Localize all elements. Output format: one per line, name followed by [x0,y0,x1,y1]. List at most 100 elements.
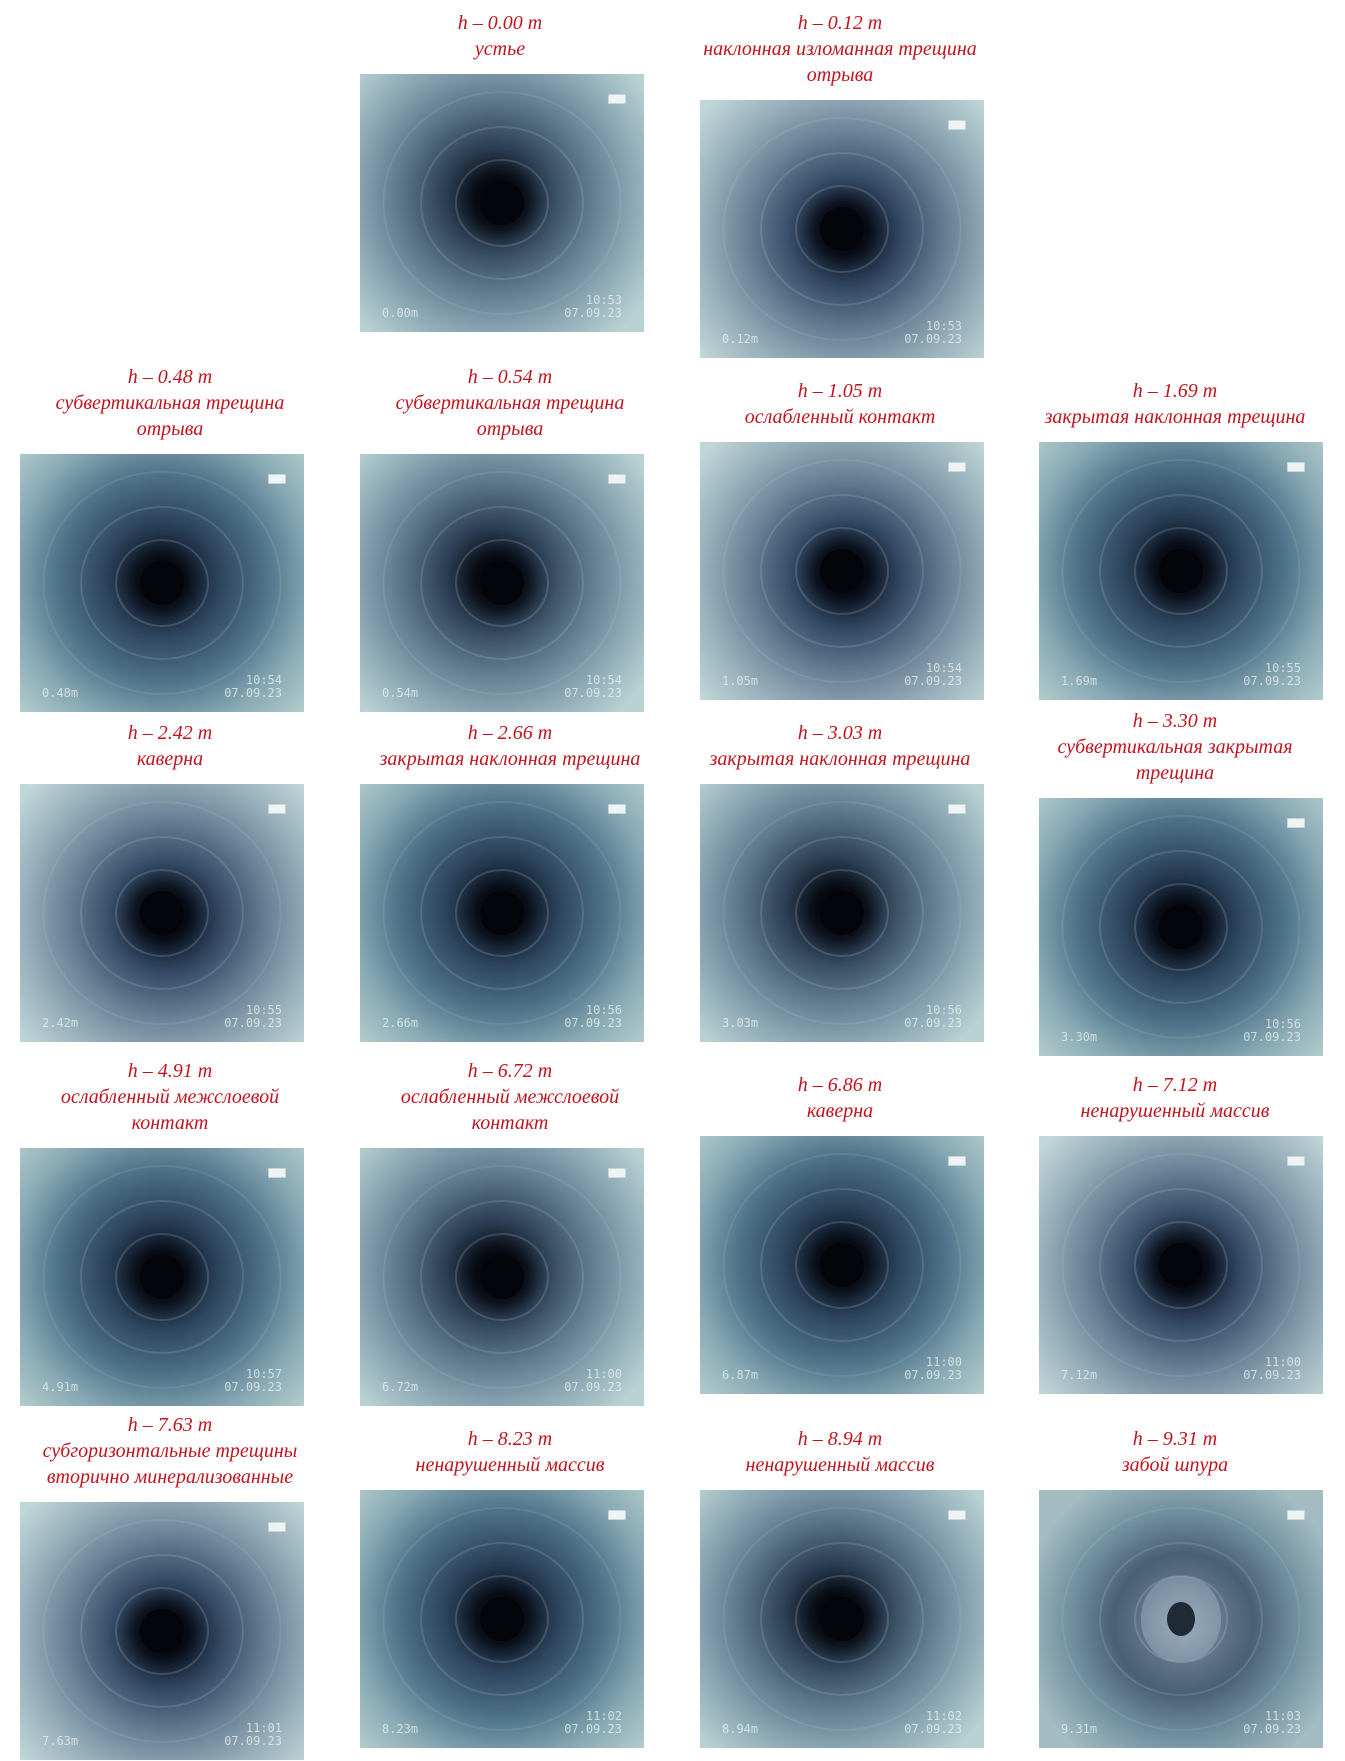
borehole-camera-image: 0.48m 10:54 07.09.23 [20,454,304,712]
borehole-cavity [1159,549,1203,593]
borehole-camera-image: 0.12m 10:53 07.09.23 [700,100,984,358]
description-label: ослабленный межслоевой [400,1086,620,1108]
osd-depth-readout: 2.66m [382,1016,419,1030]
borehole-camera-image: 7.12m 11:00 07.09.23 [1039,1136,1323,1394]
battery-icon [1287,462,1305,472]
description-label: наклонная изломанная трещина [703,38,977,60]
borehole-wall-ring [722,1153,962,1377]
description-label: устье [474,38,526,60]
borehole-cavity [480,891,524,935]
osd-date-readout: 07.09.23 [564,1722,622,1736]
osd-time-readout: 10:54 [245,673,282,687]
depth-label: h – 3.30 m [1132,710,1218,732]
borehole-wall-ring [42,801,282,1025]
borehole-photo-panel: h – 2.42 m каверна 2.42m 10:55 07.09.23 [0,712,340,1052]
osd-date-readout: 07.09.23 [564,306,622,320]
borehole-photo-panel: h – 9.31 m забой шпура 9.31m 11:03 07.09.23 [1005,1418,1345,1758]
osd-depth-readout: 9.31m [1061,1722,1098,1736]
borehole-wall-ring [1061,459,1301,683]
borehole-wall-ring [382,471,622,695]
description-label: ненарушенный массив [415,1454,605,1476]
borehole-cavity [1159,1243,1203,1287]
borehole-photo-panel: h – 7.12 m ненарушенный массив 7.12m 11:00 0… [1005,1064,1345,1404]
osd-depth-readout: 7.12m [1061,1368,1098,1382]
osd-date-readout: 07.09.23 [564,1380,622,1394]
borehole-wall-ring [722,1507,962,1731]
osd-depth-readout: 7.63m [42,1734,79,1748]
depth-label: h – 8.94 m [797,1428,883,1450]
osd-date-readout: 07.09.23 [1243,1722,1301,1736]
borehole-photo-panel: h – 8.94 m ненарушенный массив 8.94m 11:02 0… [670,1418,1010,1758]
depth-label: h – 7.63 m [127,1414,213,1436]
borehole-wall-ring [1061,1507,1301,1731]
osd-depth-readout: 6.72m [382,1380,419,1394]
osd-time-readout: 10:56 [585,1003,622,1017]
osd-date-readout: 07.09.23 [1243,1368,1301,1382]
borehole-cavity [480,561,524,605]
depth-label: h – 1.05 m [797,380,883,402]
battery-icon [1287,1156,1305,1166]
osd-depth-readout: 1.05m [722,674,759,688]
osd-time-readout: 10:55 [1264,661,1301,675]
osd-time-readout: 10:53 [585,293,622,307]
description-label: субгоризонтальные трещины [42,1440,298,1462]
borehole-wall-ring [382,91,622,315]
depth-label: h – 6.72 m [467,1060,553,1082]
battery-icon [608,474,626,484]
borehole-cavity [820,549,864,593]
borehole-camera-image: 0.54m 10:54 07.09.23 [360,454,644,712]
borehole-photo-panel: h – 0.54 m субвертикальная трещина отрыва 0… [340,356,680,712]
osd-date-readout: 07.09.23 [904,1016,962,1030]
borehole-cavity [140,1609,184,1653]
borehole-photo-panel: h – 3.30 m субвертикальная закрытая трещин… [1005,700,1345,1056]
osd-date-readout: 07.09.23 [904,1368,962,1382]
borehole-wall-ring [42,1165,282,1389]
depth-label: h – 0.54 m [467,366,553,388]
osd-date-readout: 07.09.23 [564,686,622,700]
osd-time-readout: 11:00 [925,1355,962,1369]
description-label: трещина [1135,762,1215,784]
borehole-photo-panel: h – 3.03 m закрытая наклонная трещина 3.03… [670,712,1010,1052]
osd-time-readout: 10:53 [925,319,962,333]
description-label: контакт [471,1112,549,1134]
borehole-wall-ring [42,1519,282,1743]
borehole-cavity [820,1243,864,1287]
borehole-wall-ring [382,1507,622,1731]
borehole-wall-ring [1061,815,1301,1039]
borehole-wall-ring [722,459,962,683]
borehole-camera-image: 2.66m 10:56 07.09.23 [360,784,644,1042]
borehole-wall-ring [722,801,962,1025]
borehole-cavity [1167,1602,1195,1636]
osd-depth-readout: 6.87m [722,1368,759,1382]
osd-depth-readout: 4.91m [42,1380,79,1394]
borehole-wall-ring [1061,1153,1301,1377]
borehole-photo-panel: h – 1.69 m закрытая наклонная трещина 1.69… [1005,370,1345,710]
osd-depth-readout: 2.42m [42,1016,79,1030]
depth-label: h – 7.12 m [1132,1074,1218,1096]
battery-icon [1287,1510,1305,1520]
description-label: закрытая наклонная трещина [709,748,971,770]
osd-date-readout: 07.09.23 [904,332,962,346]
borehole-camera-image: 0.00m 10:53 07.09.23 [360,74,644,332]
osd-depth-readout: 0.12m [722,332,759,346]
borehole-camera-image: 4.91m 10:57 07.09.23 [20,1148,304,1406]
osd-date-readout: 07.09.23 [1243,1030,1301,1044]
borehole-photo-panel: h – 4.91 m ослабленный межслоевой контакт 4… [0,1050,340,1406]
borehole-photo-panel: h – 2.66 m закрытая наклонная трещина 2.66… [340,712,680,1052]
description-label: ненарушенный массив [745,1454,935,1476]
depth-label: h – 3.03 m [797,722,883,744]
battery-icon [268,1522,286,1532]
battery-icon [608,804,626,814]
osd-depth-readout: 0.54m [382,686,419,700]
osd-date-readout: 07.09.23 [224,1380,282,1394]
borehole-camera-image: 7.63m 11:01 07.09.23 [20,1502,304,1760]
osd-time-readout: 11:00 [1264,1355,1301,1369]
borehole-cavity [140,891,184,935]
borehole-cavity [480,181,524,225]
battery-icon [608,94,626,104]
borehole-photo-panel: h – 0.12 m наклонная изломанная трещина от… [670,2,1010,358]
borehole-photo-panel: h – 0.48 m субвертикальная трещина отрыва 0… [0,356,340,712]
borehole-cavity [1159,905,1203,949]
borehole-photo-panel: h – 6.86 m каверна 6.87m 11:00 07.09.23 [670,1064,1010,1404]
battery-icon [948,804,966,814]
